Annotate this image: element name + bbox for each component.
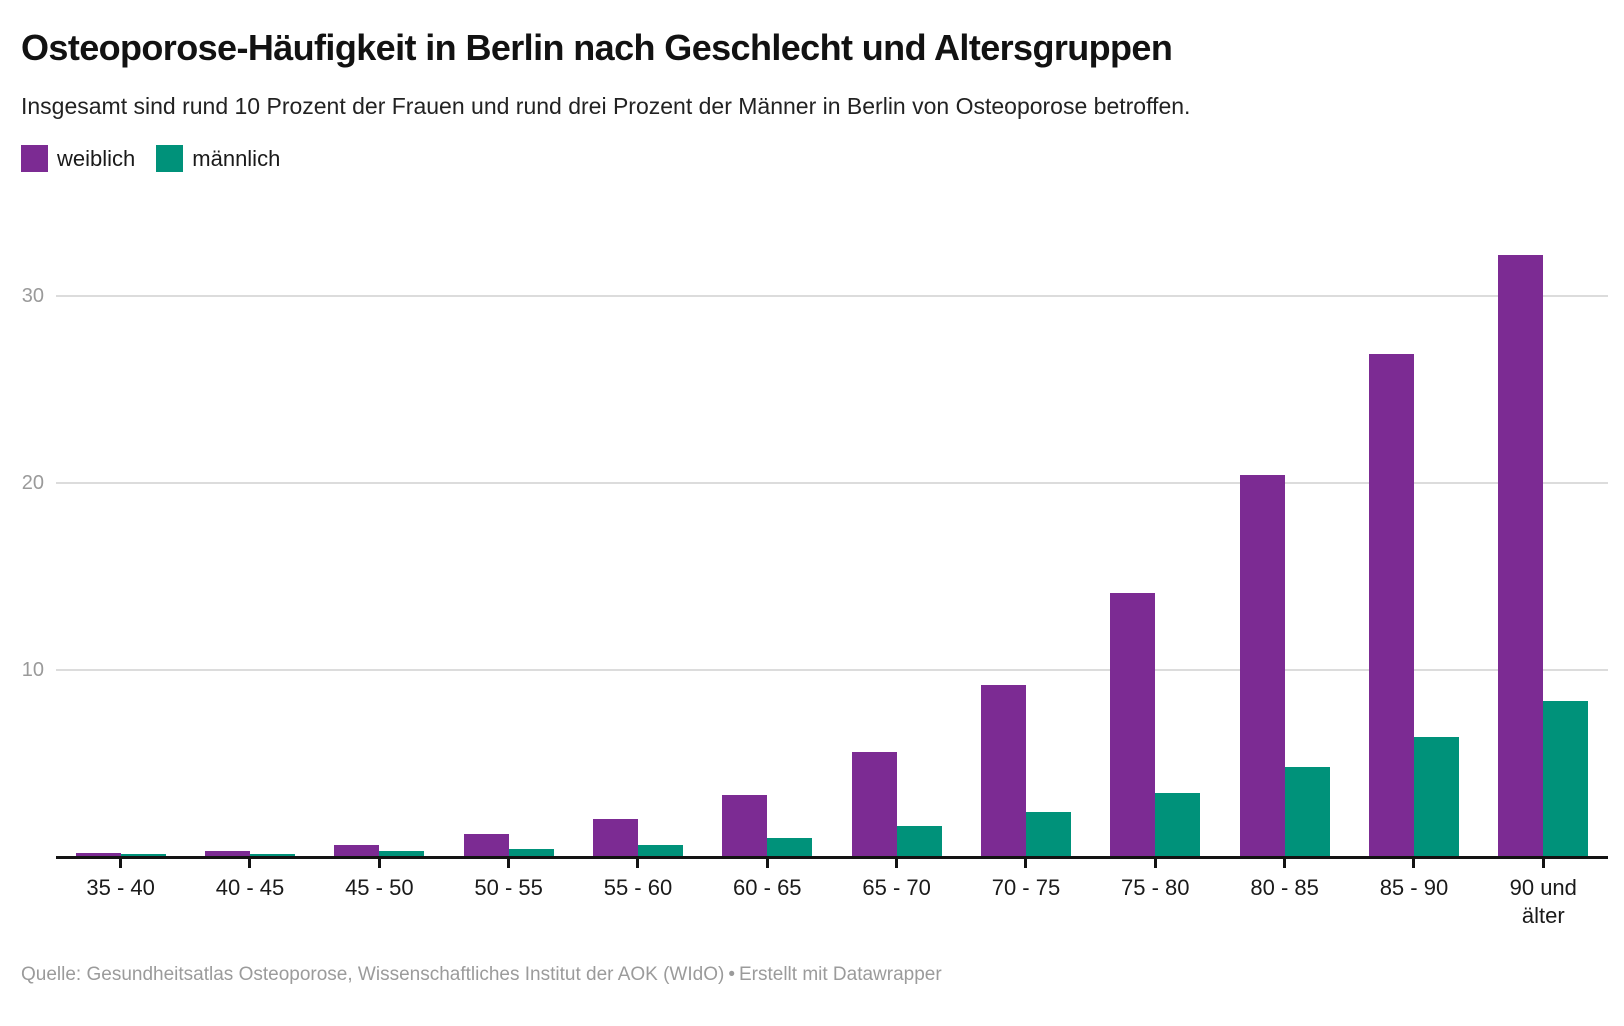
x-axis-tick [1153, 859, 1157, 869]
x-axis-tick [636, 859, 640, 869]
x-axis-cell-60-65: 60 - 65 [703, 859, 832, 929]
bar-männlich-70-75[interactable] [1025, 811, 1071, 857]
x-axis-cell-45-50: 45 - 50 [315, 859, 444, 929]
x-axis-label-45-50: 45 - 50 [345, 875, 414, 901]
x-axis-cell-90-und-älter: 90 und älter [1479, 859, 1608, 929]
bar-group-75-80 [1091, 209, 1220, 857]
bar-männlich-75-80[interactable] [1155, 792, 1201, 857]
x-axis-label-40-45: 40 - 45 [215, 875, 285, 901]
bar-weiblich-55-60[interactable] [592, 819, 638, 857]
plot-area: 10 20 30 [22, 209, 1608, 860]
bar-weiblich-85-90[interactable] [1368, 354, 1414, 857]
x-axis-label-65-70: 65 - 70 [862, 875, 931, 901]
x-axis-cell-85-90: 85 - 90 [1349, 859, 1478, 929]
x-axis-label-80-85: 80 - 85 [1250, 875, 1319, 901]
bar-group-55-60 [573, 209, 702, 857]
x-axis: 35 - 40 40 - 45 45 - 50 50 - 55 55 - 60 60 - … [56, 859, 1608, 929]
y-axis-tick-label-20: 20 [21, 471, 44, 494]
bar-group-40-45 [185, 209, 314, 857]
x-axis-label-85-90: 85 - 90 [1379, 875, 1449, 901]
x-axis-tick [1412, 859, 1416, 869]
x-axis-cell-70-75: 70 - 75 [961, 859, 1090, 929]
bar-männlich-35-40[interactable] [120, 854, 166, 857]
x-axis-cell-75-80: 75 - 80 [1091, 859, 1220, 929]
x-axis-label-55-60: 55 - 60 [603, 875, 673, 901]
bar-group-80-85 [1220, 209, 1349, 857]
bar-weiblich-35-40[interactable] [75, 852, 121, 857]
x-axis-label-35-40: 35 - 40 [86, 875, 155, 901]
legend-item-maennlich: männlich [156, 145, 281, 173]
bar-männlich-60-65[interactable] [767, 837, 813, 857]
x-axis-label-75-80: 75 - 80 [1121, 875, 1190, 901]
bar-weiblich-40-45[interactable] [205, 850, 250, 857]
bar-männlich-55-60[interactable] [637, 845, 683, 857]
bar-group-85-90 [1349, 209, 1478, 857]
x-axis-cell-55-60: 55 - 60 [573, 859, 702, 929]
bar-chart: 10 20 30 35 - 40 40 - 45 45 - 50 50 - 55 55 - … [21, 209, 1608, 929]
y-axis-tick-label-10: 10 [21, 658, 44, 681]
gridline-10: 10 [22, 660, 1608, 680]
bar-weiblich-45-50[interactable] [334, 845, 380, 857]
bar-weiblich-75-80[interactable] [1110, 593, 1156, 857]
bar-männlich-65-70[interactable] [896, 826, 942, 857]
gridline-20: 20 [22, 473, 1608, 493]
x-axis-tick [1024, 859, 1028, 869]
x-axis-label-60-65: 60 - 65 [733, 875, 802, 901]
x-axis-cell-35-40: 35 - 40 [56, 859, 185, 929]
bar-weiblich-50-55[interactable] [463, 833, 509, 857]
bar-weiblich-90-und-älter[interactable] [1498, 255, 1544, 857]
legend-swatch-weiblich-icon [21, 145, 48, 173]
bar-männlich-45-50[interactable] [379, 850, 425, 857]
legend-item-weiblich: weiblich [21, 145, 136, 173]
x-axis-tick [119, 859, 123, 869]
x-axis-cell-80-85: 80 - 85 [1220, 859, 1349, 929]
source-text: Quelle: Gesundheitsatlas Osteoporose, Wi… [21, 964, 725, 985]
bar-weiblich-60-65[interactable] [722, 794, 768, 857]
legend-swatch-maennlich-icon [156, 145, 184, 173]
x-axis-label-70-75: 70 - 75 [991, 875, 1061, 901]
x-axis-tick [248, 859, 252, 869]
bar-weiblich-80-85[interactable] [1239, 475, 1285, 857]
x-axis-label-50-55: 50 - 55 [474, 875, 543, 901]
chart-title: Osteoporose-Häufigkeit in Berlin nach Ge… [21, 27, 1173, 68]
legend-label-maennlich: männlich [192, 145, 281, 171]
x-axis-label-90-und-älter: 90 und älter [1509, 875, 1577, 928]
x-axis-tick [1541, 859, 1545, 869]
y-axis-tick-label-30: 30 [21, 285, 44, 308]
x-axis-tick [507, 859, 511, 869]
datawrapper-attribution-link[interactable]: Erstellt mit Datawrapper [738, 964, 942, 985]
bar-männlich-50-55[interactable] [508, 848, 554, 857]
chart-footer: Quelle: Gesundheitsatlas Osteoporose, Wi… [21, 963, 942, 988]
bar-group-35-40 [56, 209, 185, 857]
bar-group-90-und-älter [1479, 209, 1608, 857]
bar-männlich-85-90[interactable] [1413, 736, 1459, 857]
chart-legend: weiblich männlich [21, 145, 1608, 173]
x-axis-tick [377, 859, 381, 869]
bar-group-60-65 [703, 209, 832, 857]
legend-label-weiblich: weiblich [57, 145, 136, 171]
bar-weiblich-70-75[interactable] [980, 684, 1026, 857]
bar-weiblich-65-70[interactable] [851, 751, 897, 857]
bar-männlich-40-45[interactable] [249, 853, 295, 857]
bar-group-50-55 [444, 209, 573, 857]
x-axis-cell-65-70: 65 - 70 [832, 859, 961, 929]
bar-group-70-75 [961, 209, 1090, 857]
bar-männlich-90-und-älter[interactable] [1543, 701, 1589, 857]
bar-group-65-70 [832, 209, 961, 857]
gridline-30: 30 [22, 286, 1608, 306]
chart-subtitle: Insgesamt sind rund 10 Prozent der Fraue… [21, 92, 1191, 119]
x-axis-cell-40-45: 40 - 45 [185, 859, 314, 929]
bar-groups [56, 209, 1608, 857]
x-axis-tick [765, 859, 769, 869]
footer-separator: • [728, 964, 735, 985]
bar-group-45-50 [315, 209, 444, 857]
bar-männlich-80-85[interactable] [1284, 766, 1330, 857]
x-axis-cell-50-55: 50 - 55 [444, 859, 573, 929]
x-axis-tick [895, 859, 899, 869]
x-axis-tick [1283, 859, 1287, 869]
